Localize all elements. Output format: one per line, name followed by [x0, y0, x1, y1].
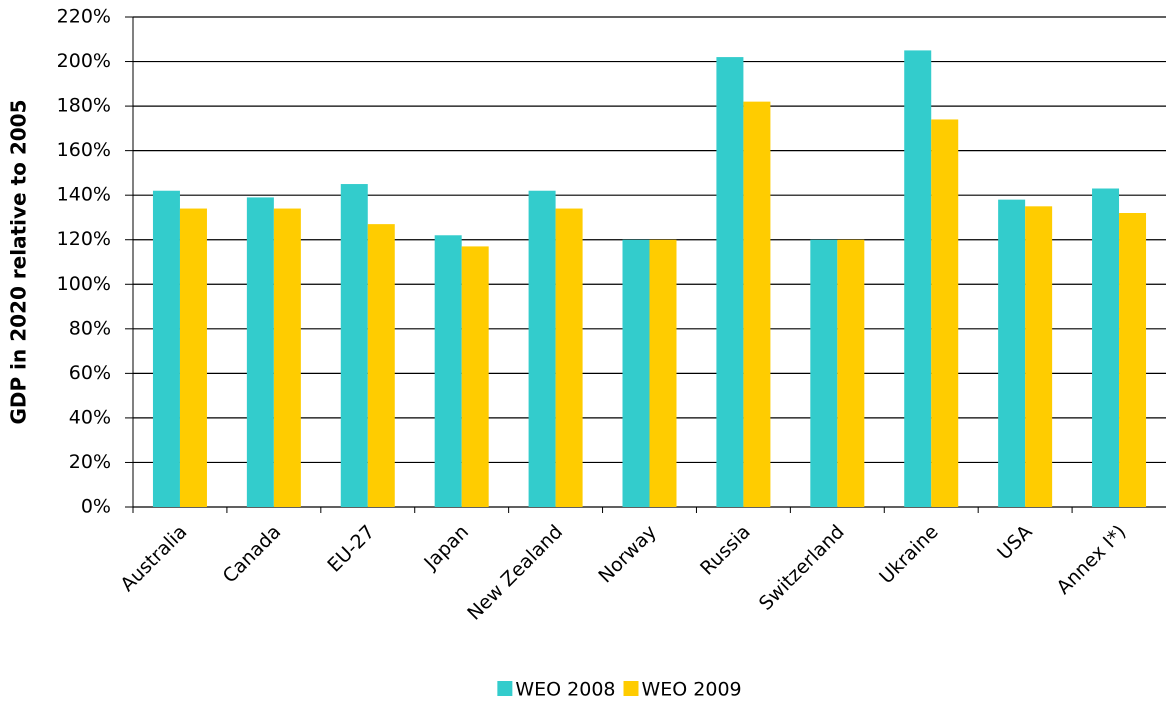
y-axis-title: GDP in 2020 relative to 2005 — [7, 99, 31, 424]
bar — [622, 239, 650, 507]
legend: WEO 2008 WEO 2009 — [497, 679, 742, 701]
bar — [649, 239, 677, 507]
y-tick-label: 120% — [57, 228, 111, 250]
legend-label: WEO 2008 — [515, 679, 615, 701]
bar — [340, 184, 368, 507]
bar — [152, 190, 180, 507]
bar — [716, 57, 744, 507]
y-tick-label: 0% — [81, 496, 111, 518]
y-tick-label: 40% — [69, 406, 111, 428]
bar — [931, 119, 959, 508]
bar — [810, 239, 838, 507]
x-tick-label: EU-27 — [323, 521, 379, 577]
y-tick-label: 20% — [69, 451, 111, 473]
legend-swatch — [623, 681, 639, 696]
bar — [837, 239, 865, 507]
bar — [1092, 188, 1120, 507]
bar — [1119, 213, 1147, 507]
y-tick-label: 80% — [69, 317, 111, 339]
y-tick-label: 100% — [57, 273, 111, 295]
bar — [998, 199, 1026, 508]
bar — [743, 101, 771, 508]
y-tick-label: 180% — [57, 95, 111, 117]
legend-swatch — [497, 681, 513, 696]
x-tick-label: Russia — [696, 521, 755, 580]
x-tick-label: Ukraine — [875, 521, 942, 588]
y-tick-label: 220% — [57, 6, 111, 28]
y-tick-label: 160% — [57, 139, 111, 161]
legend-label: WEO 2009 — [642, 679, 742, 701]
x-tick-label: Norway — [594, 521, 661, 588]
bar — [1025, 206, 1053, 507]
x-tick-label: Japan — [419, 521, 473, 575]
x-tick-label: Australia — [116, 521, 191, 596]
bar — [434, 235, 462, 508]
x-tick-label: New Zealand — [463, 521, 567, 625]
y-tick-label: 200% — [57, 50, 111, 72]
x-tick-label: Canada — [219, 521, 286, 588]
x-tick-label: Annex I*) — [1053, 521, 1131, 599]
y-tick-label: 140% — [57, 184, 111, 206]
bar — [246, 197, 274, 507]
x-tick-label: Switzerland — [755, 521, 849, 615]
bar — [904, 50, 932, 508]
bar — [528, 190, 556, 507]
bar — [179, 208, 207, 507]
bar — [461, 246, 489, 507]
bar — [367, 224, 395, 508]
x-tick-label: USA — [993, 521, 1036, 564]
bar — [273, 208, 301, 507]
bar — [555, 208, 583, 507]
y-tick-label: 60% — [69, 362, 111, 384]
